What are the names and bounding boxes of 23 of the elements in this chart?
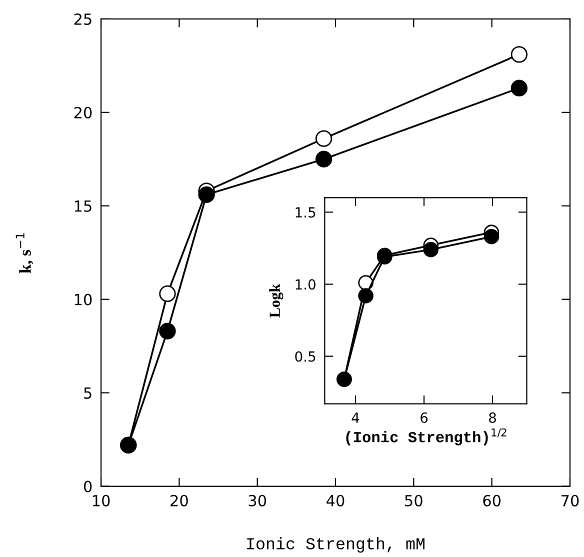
y-tick-label: 25 xyxy=(74,13,92,25)
y-tick-label: 1.5 xyxy=(296,207,316,218)
x-tick-label: 20 xyxy=(170,494,188,506)
x-tick-label: 6 xyxy=(420,412,428,423)
x-tick-label: 30 xyxy=(248,494,266,506)
y-tick-label: 1.0 xyxy=(296,279,316,290)
x-axis-title: (Ionic Strength)$^{1/2}$ xyxy=(346,428,506,446)
x-tick-label: 4 xyxy=(352,412,360,423)
y-axis-title: Logk xyxy=(269,284,284,318)
y-tick-label: 0 xyxy=(84,480,92,492)
y-tick-label: 15 xyxy=(74,200,92,212)
y-tick-label: 5 xyxy=(84,387,92,399)
y-axis-title: k, s$^{−1}$ xyxy=(16,233,34,274)
y-tick-label: 0.5 xyxy=(295,351,316,362)
x-tick-label: 60 xyxy=(483,494,501,506)
y-tick-label: 10 xyxy=(74,294,92,306)
y-tick-label: 20 xyxy=(74,106,92,118)
x-tick-label: 70 xyxy=(562,494,579,506)
x-tick-label: 50 xyxy=(405,494,422,506)
x-tick-label: 8 xyxy=(489,412,496,423)
x-tick-label: 40 xyxy=(326,494,344,506)
x-tick-label: 10 xyxy=(92,494,110,506)
x-axis-title: Ionic Strength, mM xyxy=(247,537,424,553)
